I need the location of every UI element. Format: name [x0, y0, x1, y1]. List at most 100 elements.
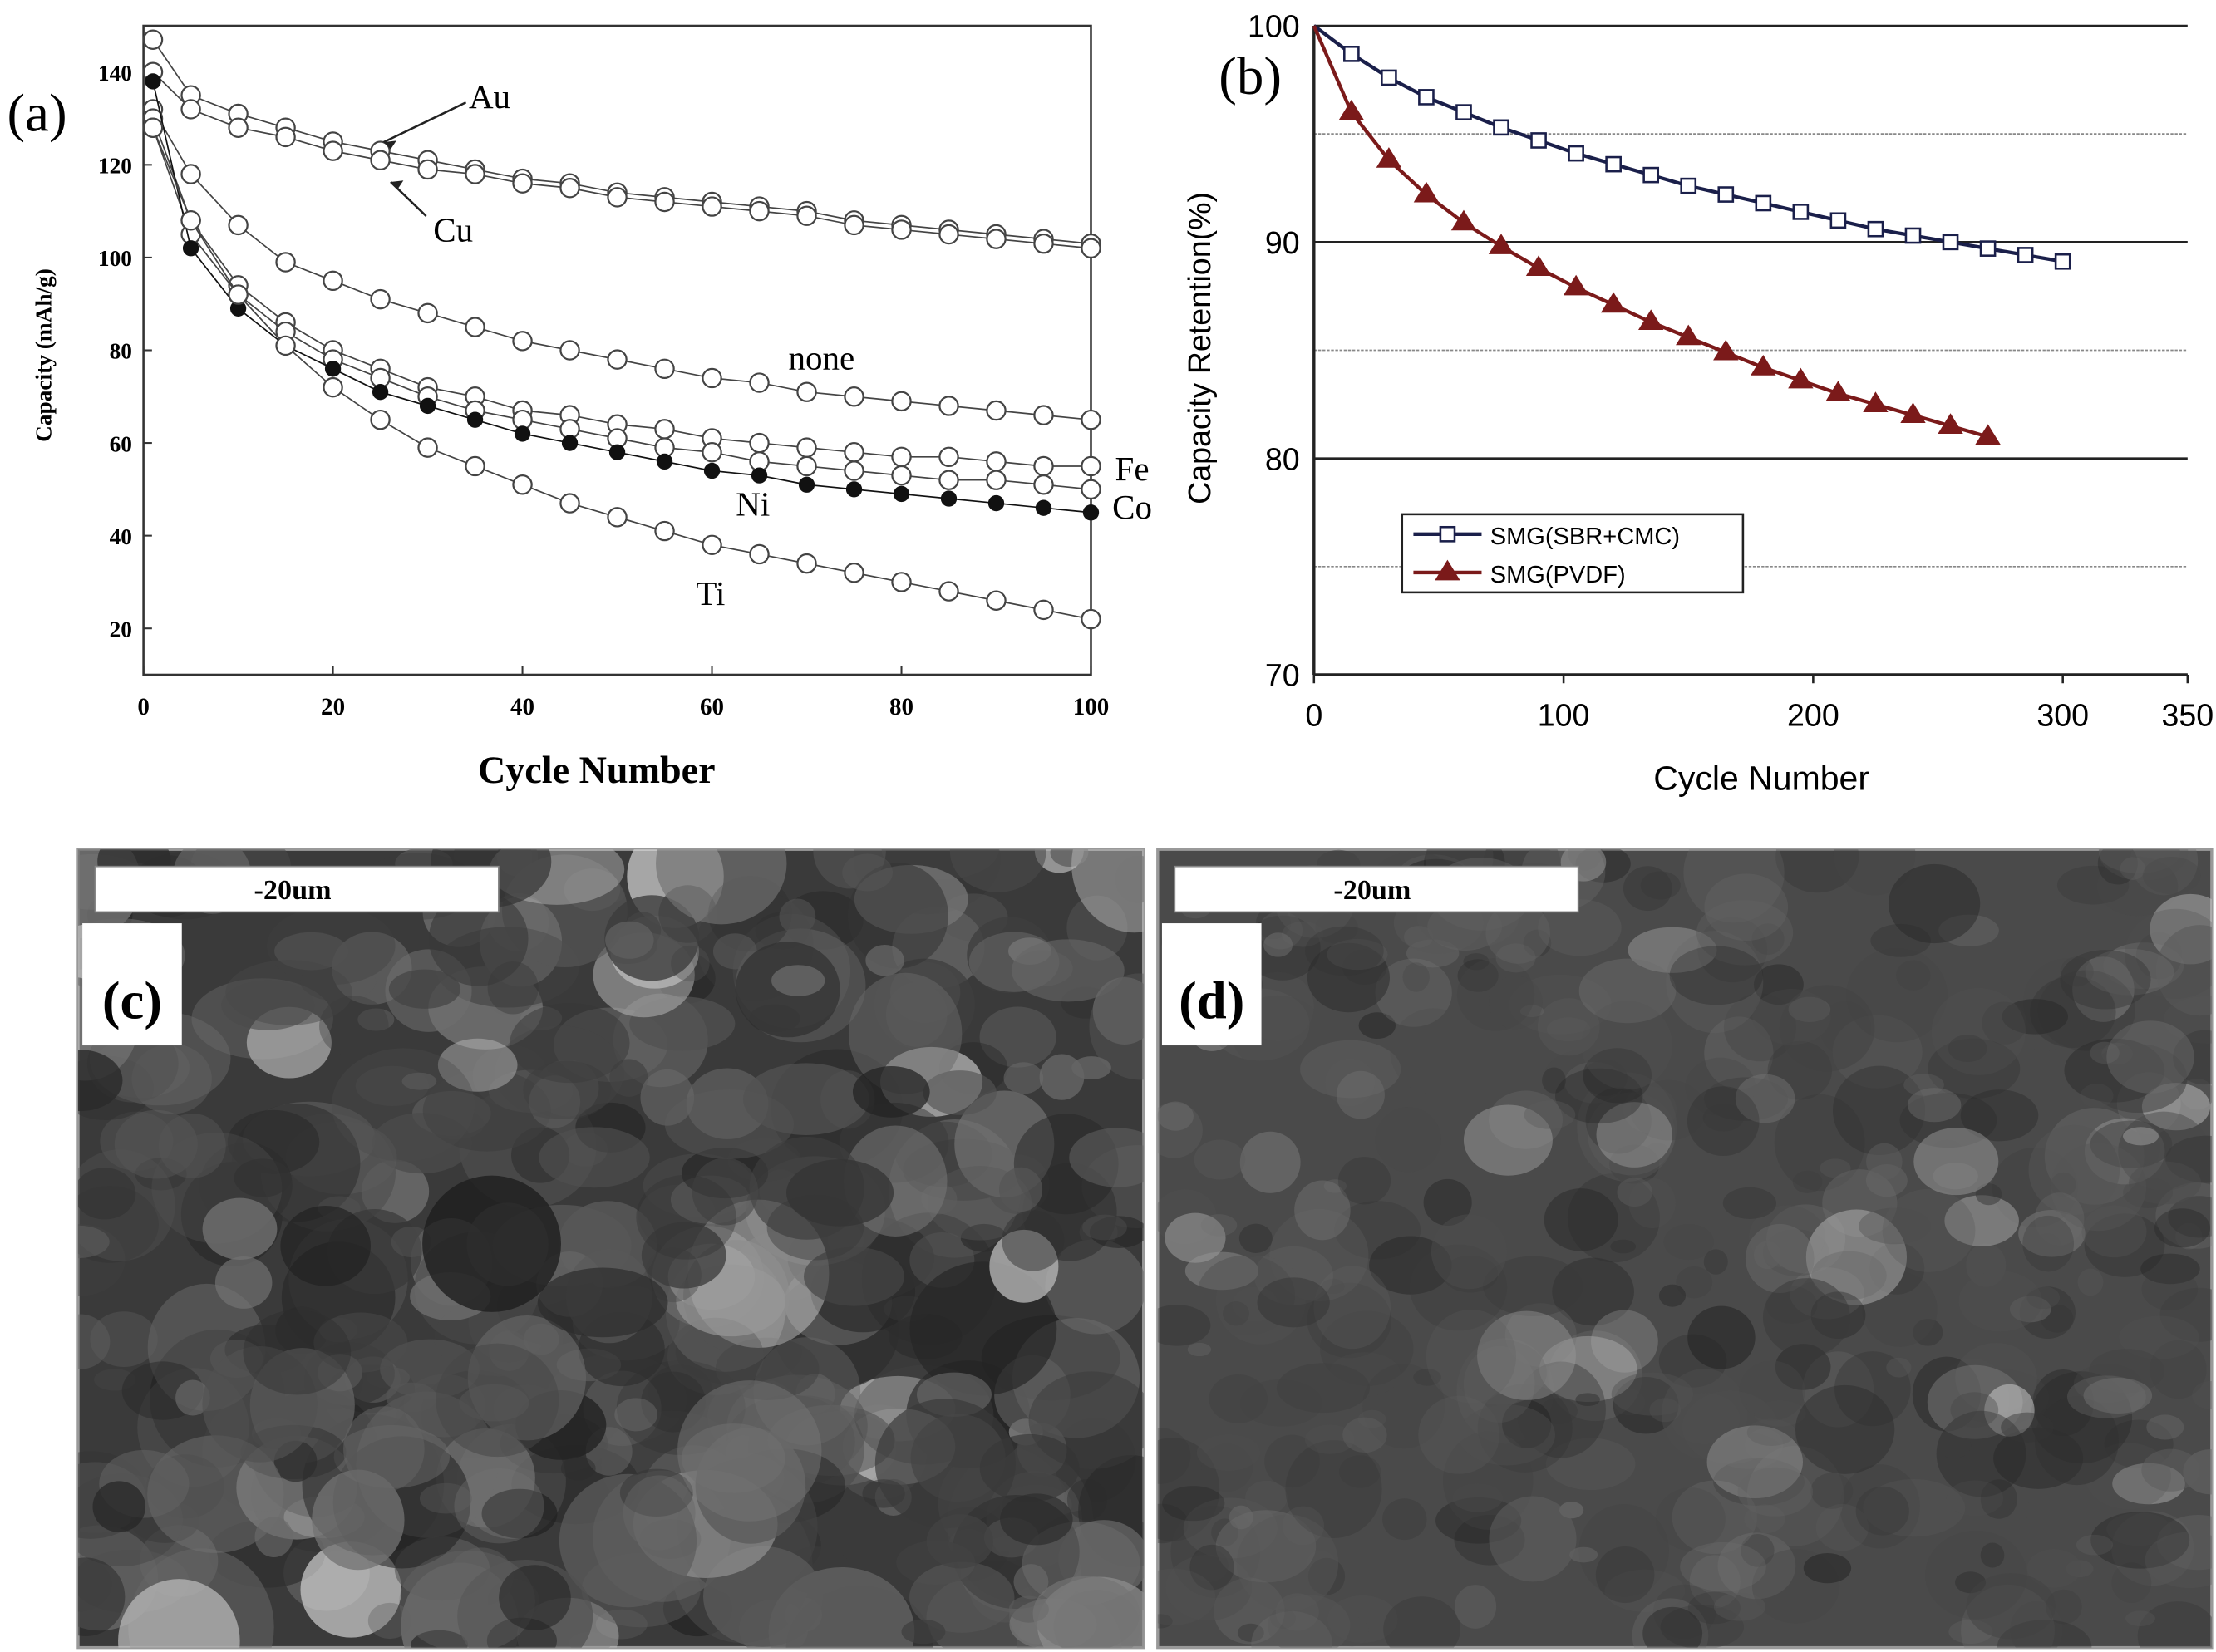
sem-grain [1623, 1085, 1677, 1133]
x-tick-label: 0 [137, 694, 150, 720]
sem-grain [785, 1159, 894, 1227]
data-point [986, 451, 1007, 472]
sem-grain [1805, 1209, 1908, 1305]
sem-grain [1477, 1310, 1576, 1400]
x-tick-label: 0 [1305, 698, 1322, 733]
sem-grain [1313, 1266, 1391, 1350]
sem-grain [1463, 1345, 1535, 1423]
data-point [986, 400, 1007, 421]
sem-grain [1457, 959, 1499, 992]
sem-grain [1253, 1246, 1333, 1305]
data-point [1413, 181, 1440, 203]
sem-grain [1931, 988, 2026, 1075]
sem-grain [1955, 1571, 1987, 1594]
data-point [2017, 247, 2034, 263]
sem-grain [2051, 1172, 2076, 1197]
sem-grain [1338, 1455, 1381, 1488]
sem-grain [1327, 1595, 1398, 1643]
sem-grain [1323, 1179, 1347, 1193]
sem-grain [771, 965, 825, 996]
sem-grain [77, 1314, 111, 1369]
sem-grain [2140, 1253, 2200, 1285]
sem-grain [1822, 1169, 1898, 1237]
sem-grain [2106, 1020, 2194, 1094]
sem-grain [1337, 1157, 1391, 1205]
series [1312, 24, 2071, 270]
sem-grain [175, 1379, 210, 1416]
sem-grain [1803, 1552, 1852, 1584]
sem-grain [1613, 1389, 1646, 1416]
sem-grain [2159, 1287, 2212, 1342]
series-label: Ni [736, 485, 770, 524]
series [142, 108, 1101, 477]
sem-grain [1519, 1005, 1544, 1018]
sem-grain [147, 1435, 284, 1553]
sem-grain [2028, 1124, 2120, 1215]
sem-grain [1950, 1392, 1999, 1428]
sem-grain [1294, 1180, 1351, 1241]
sem-grain [202, 1197, 278, 1260]
sem-grain [1642, 1606, 1703, 1648]
data-point [1755, 194, 1772, 212]
sem-grain [1165, 1554, 1253, 1620]
sem-grain [1687, 1591, 1741, 1625]
sem-grain [1652, 1584, 1716, 1640]
data-point [893, 485, 910, 503]
sem-grain [1157, 1101, 1194, 1131]
data-point [142, 117, 164, 138]
series-label: Ti [696, 574, 725, 612]
sem-grain [1375, 1107, 1441, 1173]
data-point [1530, 132, 1547, 149]
sem-grain [2033, 1233, 2061, 1255]
data-point [275, 126, 296, 148]
data-point [844, 563, 864, 583]
data-point [2054, 253, 2071, 270]
data-point [796, 205, 817, 226]
data-point [372, 384, 389, 401]
sem-grain [2141, 1268, 2199, 1310]
data-point [182, 240, 199, 257]
sem-grain [1687, 1086, 1760, 1157]
sem-grain [1628, 1178, 1676, 1229]
sem-grain [2150, 1340, 2207, 1399]
sem-grain [1239, 1131, 1301, 1193]
sem-grain [77, 1557, 126, 1636]
sem-grain [1795, 1384, 1895, 1474]
data-point [749, 432, 770, 454]
series [1312, 25, 2001, 445]
sem-grain [1741, 1533, 1775, 1567]
data-point [608, 444, 626, 460]
sem-grain [1245, 1480, 1288, 1515]
sem-grain [481, 1488, 558, 1539]
label-arrow [382, 101, 467, 144]
data-point [370, 150, 391, 170]
data-point [1863, 391, 1889, 412]
data-point [656, 453, 673, 470]
sem-grain [537, 1267, 668, 1338]
data-point [1642, 166, 1660, 184]
sem-grain [1855, 1486, 1909, 1536]
sem-grain [2123, 1177, 2174, 1208]
sem-grain [1232, 1286, 1278, 1322]
sem-grain [343, 1406, 425, 1492]
sem-grain [254, 1517, 293, 1557]
sem-grain [1362, 1364, 1445, 1449]
panel-label-box [1161, 923, 1262, 1046]
data-point [1717, 186, 1735, 203]
sem-grain [1623, 866, 1672, 912]
sem-grain [1933, 1163, 1978, 1190]
sem-grain [2066, 1375, 2146, 1418]
sem-grain [909, 1561, 1015, 1633]
sem-grain [1682, 1390, 1779, 1464]
sem-grain [1575, 1393, 1600, 1406]
sem-grain [2096, 856, 2179, 917]
sem-grain [560, 1456, 596, 1481]
sem-grain [386, 1382, 437, 1413]
sem-grain [1307, 1282, 1392, 1359]
sem-grain [2073, 1364, 2142, 1403]
sem-grain [1157, 1568, 1216, 1625]
data-point [466, 411, 484, 428]
sem-grain [1089, 1216, 1144, 1248]
y-tick-label: 40 [110, 524, 132, 549]
data-point [512, 173, 533, 194]
